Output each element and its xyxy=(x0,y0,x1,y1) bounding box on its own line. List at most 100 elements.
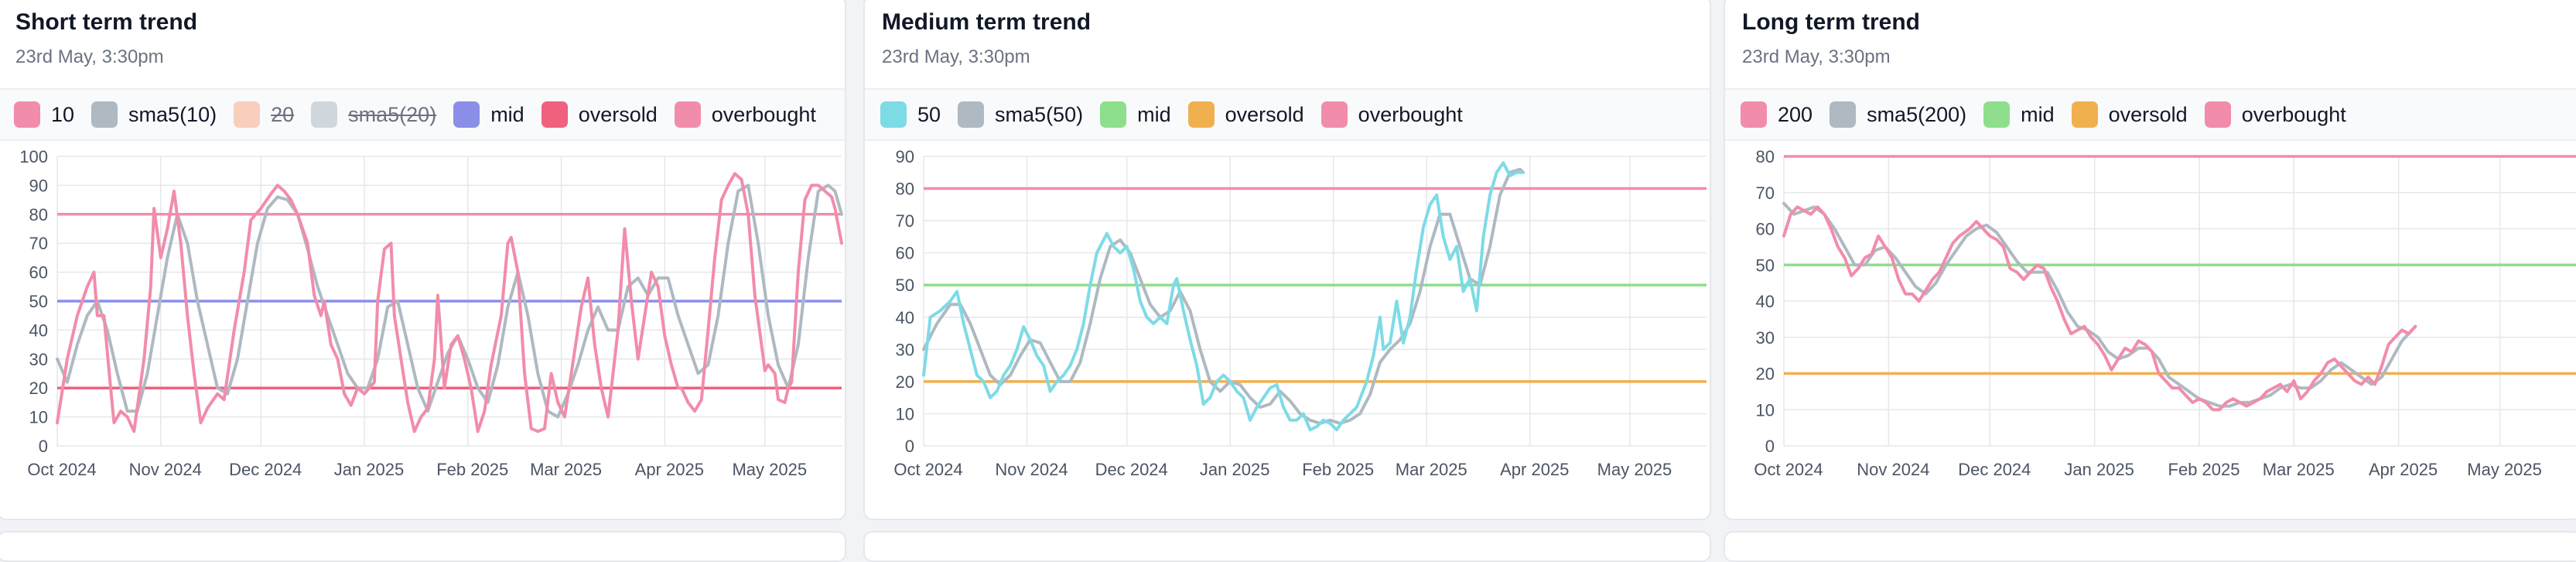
y-tick-label: 60 xyxy=(896,244,914,263)
legend-swatch xyxy=(1741,101,1767,128)
legend-item[interactable]: mid xyxy=(1100,101,1171,128)
x-tick-label: Dec 2024 xyxy=(1958,460,2031,479)
legend-item[interactable]: oversold xyxy=(2071,101,2188,128)
legend-label: 200 xyxy=(1778,102,1813,126)
x-tick-label: Oct 2024 xyxy=(1754,460,1823,479)
legend-label: mid xyxy=(1137,102,1171,126)
x-tick-label: Jan 2025 xyxy=(334,460,405,479)
y-tick-label: 50 xyxy=(896,276,914,295)
series-line-10 xyxy=(56,172,843,433)
y-tick-label: 90 xyxy=(896,147,914,166)
legend-item[interactable]: overbought xyxy=(1320,101,1463,128)
x-tick-label: Mar 2025 xyxy=(1396,460,1467,479)
legend-label: overbought xyxy=(711,102,816,126)
series-line-50 xyxy=(922,161,1525,432)
legend-item[interactable]: mid xyxy=(1983,101,2055,128)
legend-swatch xyxy=(1100,101,1127,128)
legend-swatch xyxy=(311,101,338,128)
y-tick-label: 50 xyxy=(29,292,48,311)
y-tick-label: 0 xyxy=(39,437,48,456)
legend-swatch xyxy=(1187,101,1215,128)
x-tick-label: Dec 2024 xyxy=(229,460,302,479)
legend-swatch xyxy=(1830,101,1857,128)
legend-label: sma5(50) xyxy=(995,102,1084,126)
legend-label: 20 xyxy=(271,102,295,126)
legend-swatch xyxy=(2204,101,2231,128)
y-tick-label: 50 xyxy=(1756,255,1775,275)
legend-item[interactable]: sma5(200) xyxy=(1830,101,1966,128)
y-tick-label: 80 xyxy=(896,180,914,199)
legend-label: oversold xyxy=(578,102,658,126)
legend-item[interactable]: overbought xyxy=(2204,101,2346,128)
y-tick-label: 80 xyxy=(29,205,48,224)
x-tick-label: Nov 2024 xyxy=(129,460,202,479)
legend-item[interactable]: oversold xyxy=(1187,101,1304,128)
x-tick-label: May 2025 xyxy=(732,460,807,479)
legend-item[interactable]: oversold xyxy=(541,101,658,128)
legend-swatch xyxy=(234,101,261,128)
legend-swatch xyxy=(674,101,701,128)
y-tick-label: 30 xyxy=(896,340,914,359)
x-tick-label: Oct 2024 xyxy=(27,460,96,479)
chart-timestamp: 23rd May, 3:30pm xyxy=(882,46,1030,67)
series-line-sma5-50- xyxy=(922,167,1525,425)
legend-item[interactable]: 200 xyxy=(1741,101,1812,128)
legend-item[interactable]: mid xyxy=(453,101,524,128)
legend-label: overbought xyxy=(2241,102,2346,126)
legend-item[interactable]: 20 xyxy=(234,101,294,128)
chart-legend: 200 sma5(200) mid oversold overbought xyxy=(1725,88,2576,141)
legend-swatch xyxy=(14,101,40,128)
y-tick-label: 10 xyxy=(896,404,914,423)
chart-title: Short term trend xyxy=(15,9,198,35)
next-card-edge xyxy=(0,531,846,562)
legend-label: mid xyxy=(490,102,524,126)
legend-item[interactable]: sma5(20) xyxy=(311,101,436,128)
chart-legend: 10 sma5(10) 20 sma5(20) mid oversold overbough… xyxy=(0,88,845,141)
x-tick-label: Feb 2025 xyxy=(1302,460,1374,479)
chart-card-short-term: Short term trend 23rd May, 3:30pm 10 sma5… xyxy=(0,0,846,520)
x-tick-label: Jan 2025 xyxy=(1200,460,1270,479)
y-tick-label: 70 xyxy=(1756,183,1775,203)
legend-label: sma5(10) xyxy=(128,102,217,126)
y-tick-label: 90 xyxy=(29,176,48,195)
legend-swatch xyxy=(880,101,907,128)
legend-label: oversold xyxy=(1225,102,1304,126)
chart-card-medium-term: Medium term trend 23rd May, 3:30pm 50 sma… xyxy=(863,0,1711,520)
legend-item[interactable]: sma5(50) xyxy=(958,101,1083,128)
legend-label: oversold xyxy=(2108,102,2188,126)
x-tick-label: Jan 2025 xyxy=(2064,460,2134,479)
next-card-edge xyxy=(1724,531,2576,562)
legend-swatch xyxy=(2071,101,2098,128)
legend-item[interactable]: 50 xyxy=(880,101,941,128)
short-term-chart: 0 10 20 30 40 50 60 70 80 90 100 Oct 2024 Nov 2024 De… xyxy=(19,147,843,479)
y-tick-label: 30 xyxy=(29,350,48,369)
chart-title: Long term trend xyxy=(1742,9,1920,35)
legend-swatch xyxy=(958,101,985,128)
x-tick-label: Mar 2025 xyxy=(2263,460,2335,479)
y-tick-label: 0 xyxy=(905,437,914,456)
y-tick-label: 70 xyxy=(29,234,48,253)
y-tick-label: 40 xyxy=(29,320,48,340)
y-tick-label: 0 xyxy=(1765,437,1775,456)
x-tick-label: May 2025 xyxy=(1597,460,1672,479)
chart-timestamp: 23rd May, 3:30pm xyxy=(1742,46,1891,67)
legend-item[interactable]: 10 xyxy=(14,101,74,128)
x-tick-label: Nov 2024 xyxy=(1857,460,1929,479)
y-tick-label: 10 xyxy=(1756,400,1775,420)
chart-timestamp: 23rd May, 3:30pm xyxy=(15,46,164,67)
x-tick-label: Mar 2025 xyxy=(530,460,602,479)
x-tick-label: Apr 2025 xyxy=(1500,460,1569,479)
legend-swatch xyxy=(1983,101,2011,128)
legend-item[interactable]: sma5(10) xyxy=(91,101,217,128)
legend-label: 50 xyxy=(917,102,941,126)
x-tick-label: May 2025 xyxy=(2467,460,2542,479)
chart-title: Medium term trend xyxy=(882,9,1092,35)
y-tick-label: 100 xyxy=(19,147,48,166)
x-tick-label: Apr 2025 xyxy=(635,460,704,479)
y-tick-label: 10 xyxy=(29,408,48,427)
x-tick-label: Apr 2025 xyxy=(2369,460,2438,479)
x-tick-label: Nov 2024 xyxy=(995,460,1068,479)
chart-legend: 50 sma5(50) mid oversold overbought xyxy=(865,88,1710,141)
legend-item[interactable]: overbought xyxy=(674,101,816,128)
series-line-200 xyxy=(1782,205,2417,412)
